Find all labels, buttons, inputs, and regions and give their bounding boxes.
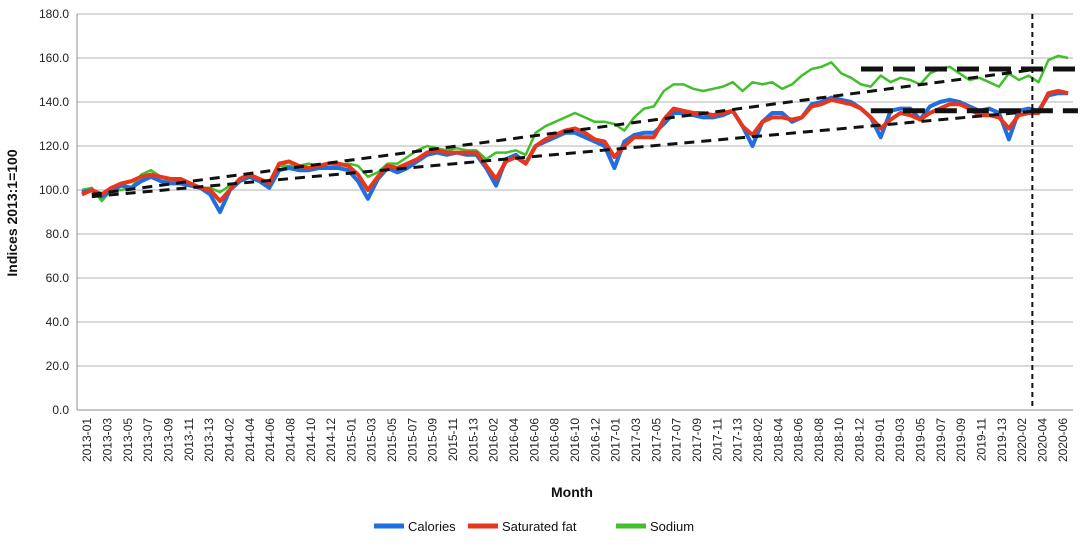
x-tick-label: 2018-10 bbox=[832, 418, 846, 462]
x-tick-label: 2016-02 bbox=[487, 418, 501, 462]
y-axis-title: Indices 2013:1=100 bbox=[4, 149, 20, 276]
x-tick-label: 2018-08 bbox=[812, 418, 826, 462]
y-tick-label: 40.0 bbox=[46, 315, 70, 329]
x-tick-label: 2015-03 bbox=[365, 418, 379, 462]
x-tick-label: 2015-09 bbox=[426, 418, 440, 462]
x-tick-label: 2020-06 bbox=[1056, 418, 1070, 462]
x-tick-label: 2018-04 bbox=[771, 418, 785, 462]
legend: Calories Saturated fat Sodium bbox=[374, 519, 694, 534]
x-tick-label: 2016-06 bbox=[527, 418, 541, 462]
x-tick-label: 2019-13 bbox=[995, 418, 1009, 462]
x-tick-label: 2013-09 bbox=[161, 418, 175, 462]
x-tick-label: 2014-12 bbox=[324, 418, 338, 462]
x-tick-label: 2013-07 bbox=[141, 418, 155, 462]
x-tick-label: 2018-12 bbox=[853, 418, 867, 462]
x-tick-label: 2015-11 bbox=[446, 418, 460, 461]
y-tick-label: 180.0 bbox=[39, 7, 69, 21]
x-axis-title: Month bbox=[551, 484, 593, 500]
x-tick-label: 2016-08 bbox=[548, 418, 562, 462]
y-tick-label: 60.0 bbox=[46, 271, 70, 285]
legend-label: Calories bbox=[408, 519, 456, 534]
x-tick-label: 2016-10 bbox=[568, 418, 582, 462]
x-tick-label: 2014-04 bbox=[243, 418, 257, 462]
x-tick-label: 2017-01 bbox=[609, 418, 623, 462]
y-tick-label: 80.0 bbox=[46, 227, 70, 241]
x-tick-label: 2013-11 bbox=[182, 418, 196, 461]
x-tick-label: 2014-06 bbox=[263, 418, 277, 462]
x-tick-label: 2019-07 bbox=[934, 418, 948, 462]
x-tick-label: 2013-01 bbox=[80, 418, 94, 462]
x-tick-label: 2017-13 bbox=[731, 418, 745, 462]
x-tick-label: 2015-05 bbox=[385, 418, 399, 462]
x-tick-label: 2015-07 bbox=[405, 418, 419, 462]
x-tick-label: 2017-07 bbox=[670, 418, 684, 462]
x-tick-label: 2015-01 bbox=[344, 418, 358, 462]
series-line-saturated-fat bbox=[81, 89, 1069, 203]
legend-label: Saturated fat bbox=[502, 519, 577, 534]
y-tick-label: 140.0 bbox=[39, 95, 69, 109]
x-tick-label: 2020-04 bbox=[1036, 418, 1050, 462]
x-tick-label: 2019-01 bbox=[873, 418, 887, 462]
trend-line bbox=[91, 67, 1039, 196]
x-axis-ticks: 2013-01 2013-03 2013-05 2013-07 2013-09 2013-… bbox=[80, 418, 1070, 462]
x-tick-label: 2018-02 bbox=[751, 418, 765, 462]
x-tick-label: 2019-11 bbox=[975, 418, 989, 461]
x-tick-label: 2014-10 bbox=[304, 418, 318, 462]
x-tick-label: 2019-09 bbox=[954, 418, 968, 462]
x-tick-label: 2017-03 bbox=[629, 418, 643, 462]
x-tick-label: 2014-08 bbox=[283, 418, 297, 462]
y-tick-label: 120.0 bbox=[39, 139, 69, 153]
x-tick-label: 2019-03 bbox=[893, 418, 907, 462]
gridlines bbox=[76, 13, 1073, 411]
x-tick-label: 2013-03 bbox=[100, 418, 114, 462]
x-tick-label: 2016-04 bbox=[507, 418, 521, 462]
x-tick-label: 2015-13 bbox=[466, 418, 480, 462]
x-tick-label: 2016-12 bbox=[588, 418, 602, 462]
x-tick-label: 2020-02 bbox=[1015, 418, 1029, 462]
x-tick-label: 2018-06 bbox=[792, 418, 806, 462]
y-tick-label: 100.0 bbox=[39, 183, 69, 197]
x-tick-label: 2019-05 bbox=[914, 418, 928, 462]
x-tick-label: 2017-09 bbox=[690, 418, 704, 462]
trend-line bbox=[91, 109, 1039, 199]
x-tick-label: 2017-11 bbox=[710, 418, 724, 461]
trend-lines bbox=[91, 66, 1078, 199]
x-tick-label: 2017-05 bbox=[649, 418, 663, 462]
x-tick-label: 2013-05 bbox=[121, 418, 135, 462]
y-tick-label: 160.0 bbox=[39, 51, 69, 65]
legend-label: Sodium bbox=[650, 519, 694, 534]
x-tick-label: 2013-13 bbox=[202, 418, 216, 462]
series-lines bbox=[81, 54, 1069, 214]
y-tick-label: 0.0 bbox=[52, 403, 69, 417]
y-tick-label: 20.0 bbox=[46, 359, 70, 373]
x-tick-label: 2014-02 bbox=[222, 418, 236, 462]
y-axis-ticks: 0.0 20.0 40.0 60.0 80.0 100.0 120.0 140.0 160.0 1… bbox=[39, 7, 69, 417]
